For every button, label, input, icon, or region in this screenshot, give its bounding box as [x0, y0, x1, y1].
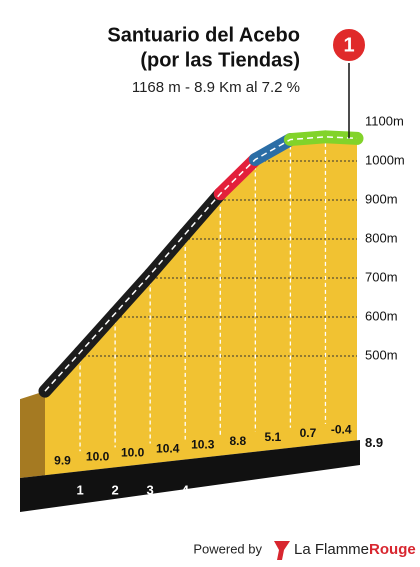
- profile-area: [45, 136, 357, 476]
- y-tick-label: 500m: [365, 347, 398, 362]
- x-tick-label: 3: [147, 482, 154, 497]
- brand-part: Rouge: [369, 541, 416, 558]
- gradient-label: 8.8: [229, 434, 246, 448]
- gradient-label: 10.4: [156, 442, 180, 456]
- chart-subtitle: 1168 m - 8.9 Km al 7.2 %: [132, 79, 300, 96]
- gradient-label: 0.7: [300, 426, 317, 440]
- gradient-label: 9.9: [54, 453, 71, 467]
- y-tick-label: 1100m: [365, 113, 404, 128]
- chart-title: (por las Tiendas): [140, 49, 300, 71]
- side-face: [20, 391, 45, 478]
- y-tick-label: 900m: [365, 191, 398, 206]
- x-tick-label: 2: [111, 482, 118, 497]
- y-tick-label: 700m: [365, 269, 398, 284]
- chart-title: Santuario del Acebo: [107, 24, 300, 46]
- brand-name: La FlammeRouge: [294, 541, 416, 558]
- x-tick-label: 5: [217, 482, 224, 497]
- gradient-label: -0.4: [331, 422, 352, 436]
- gradient-label: 10.3: [191, 438, 215, 452]
- y-tick-label: 800m: [365, 230, 398, 245]
- road-centerline: [44, 136, 358, 392]
- x-tick-label: 8: [322, 482, 329, 497]
- base-bar: [20, 440, 360, 512]
- y-tick-label: 600m: [365, 308, 398, 323]
- x-tick-label: 8.9: [365, 435, 383, 450]
- powered-by: Powered by: [193, 541, 262, 556]
- gradient-label: 10.0: [86, 450, 110, 464]
- x-tick-label: 6: [252, 482, 259, 497]
- marker-label: 1: [343, 34, 354, 56]
- x-tick-label: 7: [287, 482, 294, 497]
- gradient-label: 5.1: [265, 430, 282, 444]
- x-tick-label: 1: [76, 482, 83, 497]
- brand-logo: [274, 541, 290, 560]
- marker: [331, 27, 367, 63]
- gradient-label: 10.0: [121, 446, 145, 460]
- brand-part: La Flamme: [294, 541, 369, 558]
- y-tick-label: 1000m: [365, 152, 405, 167]
- x-tick-label: 4: [182, 482, 190, 497]
